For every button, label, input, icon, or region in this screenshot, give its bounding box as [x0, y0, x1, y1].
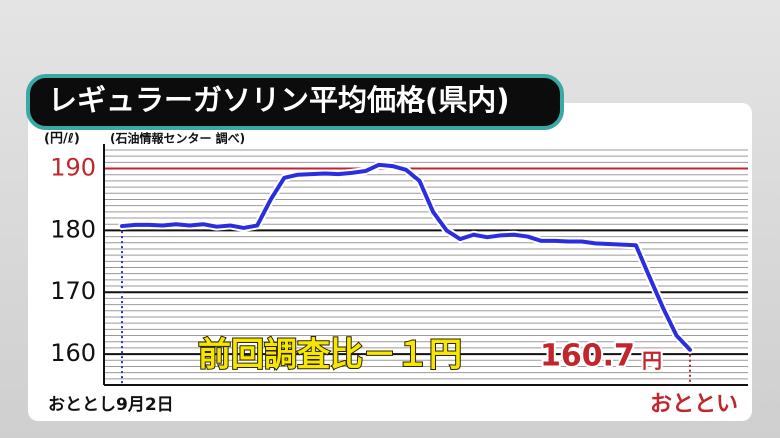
y-tick-label: 190: [50, 154, 96, 182]
y-axis-label: (円/ℓ): [44, 132, 80, 147]
annotation: 前回調査比－１円: [198, 335, 462, 374]
y-tick-label: 170: [50, 277, 96, 305]
y-tick-label: 180: [50, 215, 96, 243]
x-tick-label: おととい: [650, 392, 738, 417]
chart-title: レギュラーガソリン平均価格(県内): [48, 83, 510, 117]
series-line: [120, 162, 692, 352]
y-tick-label: 160: [50, 339, 96, 367]
plot: 160 170 180 190 おととし9月2日 おととい 前回調査比－１円 160.7 円: [48, 144, 748, 417]
source: (石油情報センター 調べ): [110, 131, 245, 146]
annotation-value: 160.7: [540, 339, 635, 374]
x-tick-label: おととし9月2日: [48, 395, 174, 415]
annotation-unit: 円: [642, 349, 662, 373]
title-bar: [26, 74, 564, 130]
